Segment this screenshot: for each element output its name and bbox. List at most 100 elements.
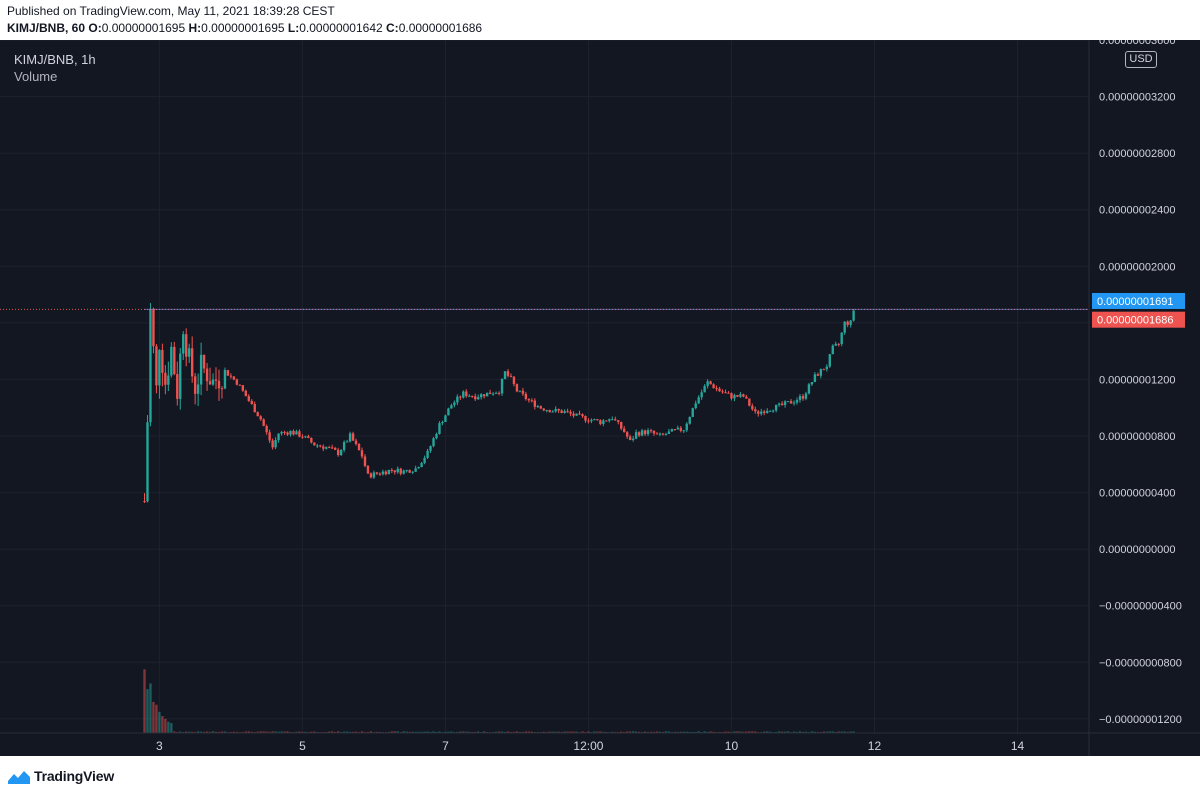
volume-bar (682, 731, 685, 733)
volume-bar (623, 731, 626, 733)
volume-bar (336, 731, 340, 733)
candle-body (795, 400, 799, 403)
volume-bar (605, 731, 608, 733)
candle-body (277, 433, 280, 440)
candle-body (423, 457, 426, 463)
y-tick-label: 0.00000002400 (1099, 205, 1175, 217)
candle-body (426, 450, 429, 458)
y-tick-label: −0.00000000800 (1099, 657, 1182, 669)
candle-body (783, 401, 787, 406)
volume-bar (697, 731, 700, 733)
volume-bar (268, 731, 271, 733)
volume-bar (176, 731, 179, 733)
candle-body (479, 394, 483, 398)
candle-body (628, 436, 632, 440)
candle-body (524, 393, 528, 400)
x-tick-label: 12 (868, 739, 882, 753)
candle-body (441, 421, 444, 424)
candle-body (438, 423, 441, 434)
candle-body (468, 395, 471, 397)
volume-bar (301, 731, 304, 733)
candle-body (402, 470, 405, 474)
volume-bar (220, 731, 224, 733)
publish-header: Published on TradingView.com, May 11, 20… (0, 0, 1200, 40)
volume-bar (274, 731, 277, 733)
candle-body (834, 343, 837, 346)
legend-symbol: KIMJ/BNB, 1h (14, 52, 96, 67)
price-tag-box (1092, 292, 1185, 309)
candle-body (804, 393, 808, 399)
volume-bar (378, 731, 382, 733)
candle-body (274, 439, 277, 448)
candle-body (742, 394, 745, 397)
candle-body (676, 427, 680, 430)
volume-bar (783, 731, 787, 733)
volume-bar (637, 731, 641, 733)
volume-bar (477, 731, 480, 733)
candle-body (757, 411, 760, 414)
y-tick-label: −0.00000000400 (1099, 601, 1182, 613)
candle-body (691, 408, 694, 417)
candle-body (289, 430, 292, 435)
candle-body (727, 392, 730, 394)
candle-body (771, 410, 775, 412)
candle-body (357, 444, 361, 451)
volume-bar (804, 731, 808, 733)
candle-body (190, 348, 194, 377)
candle-body (745, 396, 748, 399)
price-chart[interactable]: 0.00000003600 0.00000003200 0.00000002800 0… (0, 40, 1200, 756)
candle-body (715, 388, 718, 390)
volume-bar (408, 731, 411, 733)
volume-bars (143, 669, 855, 733)
volume-bar (149, 683, 152, 733)
x-axis-labels: 3 5 7 12:00 10 12 14 (156, 739, 1024, 753)
candle-body (456, 396, 459, 403)
volume-bar (155, 704, 158, 733)
volume-bar (462, 731, 465, 733)
volume-bar (634, 731, 638, 733)
candle-body (593, 419, 596, 421)
volume-bar (211, 731, 215, 733)
candle-body (328, 447, 331, 449)
volume-bar (846, 731, 849, 733)
candle-body (429, 446, 432, 451)
y-tick-label: 0.00000002800 (1099, 148, 1175, 160)
volume-bar (447, 731, 450, 733)
volume-bar (158, 711, 161, 733)
candle-body (602, 420, 605, 425)
chart-legend: KIMJ/BNB, 1h Volume (14, 52, 96, 86)
volume-bar (190, 731, 194, 733)
volume-bar (751, 731, 754, 733)
volume-bar (390, 731, 393, 733)
volume-bar (575, 731, 578, 733)
volume-bar (259, 731, 262, 733)
candle-body (706, 381, 709, 387)
volume-bar (161, 716, 164, 733)
low-value: 0.00000001642 (299, 21, 383, 35)
currency-badge[interactable]: USD (1125, 51, 1157, 68)
candle-body (301, 436, 304, 438)
candle-body (196, 384, 200, 394)
candle-body (631, 438, 635, 440)
volume-bar (649, 731, 653, 733)
candle-body (527, 399, 531, 401)
close-value: 0.00000001686 (398, 21, 483, 35)
candle-body (658, 433, 662, 435)
tradingview-logo-icon (8, 771, 30, 784)
volume-bar (459, 731, 462, 733)
volume-bar (801, 731, 805, 733)
y-tick-label: 0.00000000000 (1099, 544, 1175, 556)
volume-bar (754, 731, 757, 733)
volume-bar (432, 731, 435, 733)
y-axis-labels: 0.00000003600 0.00000003200 0.00000002800 0… (1099, 40, 1182, 726)
candle-body (390, 469, 393, 471)
volume-bar (721, 731, 724, 733)
candle-body (345, 441, 349, 443)
candle-body (381, 471, 385, 475)
candle-body (143, 501, 146, 503)
volume-bar (664, 731, 668, 733)
volume-bar (283, 731, 286, 733)
candle-body (384, 471, 388, 475)
volume-bar (506, 731, 510, 733)
volume-bar (387, 731, 391, 733)
